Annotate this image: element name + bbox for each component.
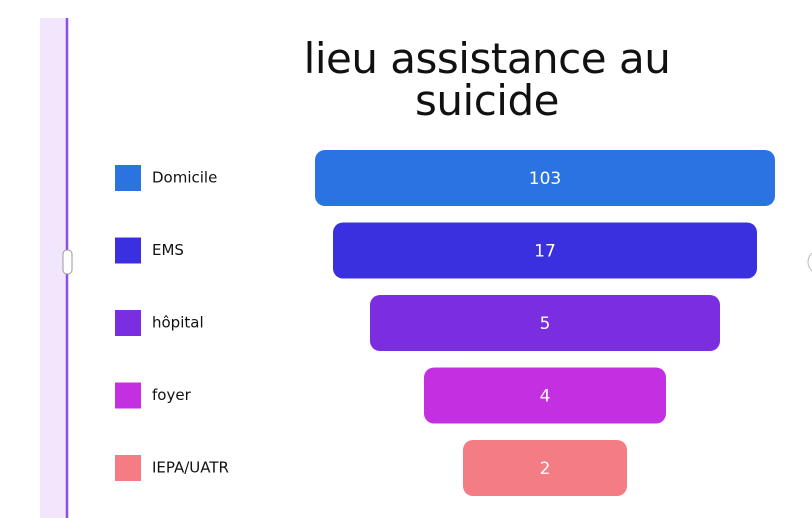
value-label: 17	[534, 242, 556, 262]
legend-swatch	[115, 455, 141, 481]
value-label: 2	[540, 459, 551, 479]
funnel-bar	[333, 222, 757, 279]
legend-label: foyer	[152, 386, 192, 404]
legend-swatch	[115, 382, 141, 409]
funnel-bar	[424, 367, 666, 424]
resize-handle[interactable]	[62, 249, 73, 275]
side-panel	[40, 18, 66, 518]
legend-swatch	[115, 310, 141, 336]
chart-title: lieu assistance au suicide	[303, 34, 671, 125]
legend-label: IEPA/UATR	[152, 459, 229, 477]
value-label: 103	[529, 169, 561, 189]
value-label: 4	[540, 387, 551, 407]
legend-label: EMS	[152, 241, 184, 259]
value-label: 5	[540, 314, 551, 334]
scroll-button[interactable]	[807, 250, 812, 274]
legend-swatch	[115, 165, 141, 191]
funnel-bar	[463, 440, 627, 496]
funnel-bar	[370, 295, 720, 351]
legend-swatch	[115, 237, 141, 264]
funnel-bar	[315, 150, 775, 206]
legend-label: hôpital	[152, 314, 204, 332]
legend-label: Domicile	[152, 169, 217, 187]
